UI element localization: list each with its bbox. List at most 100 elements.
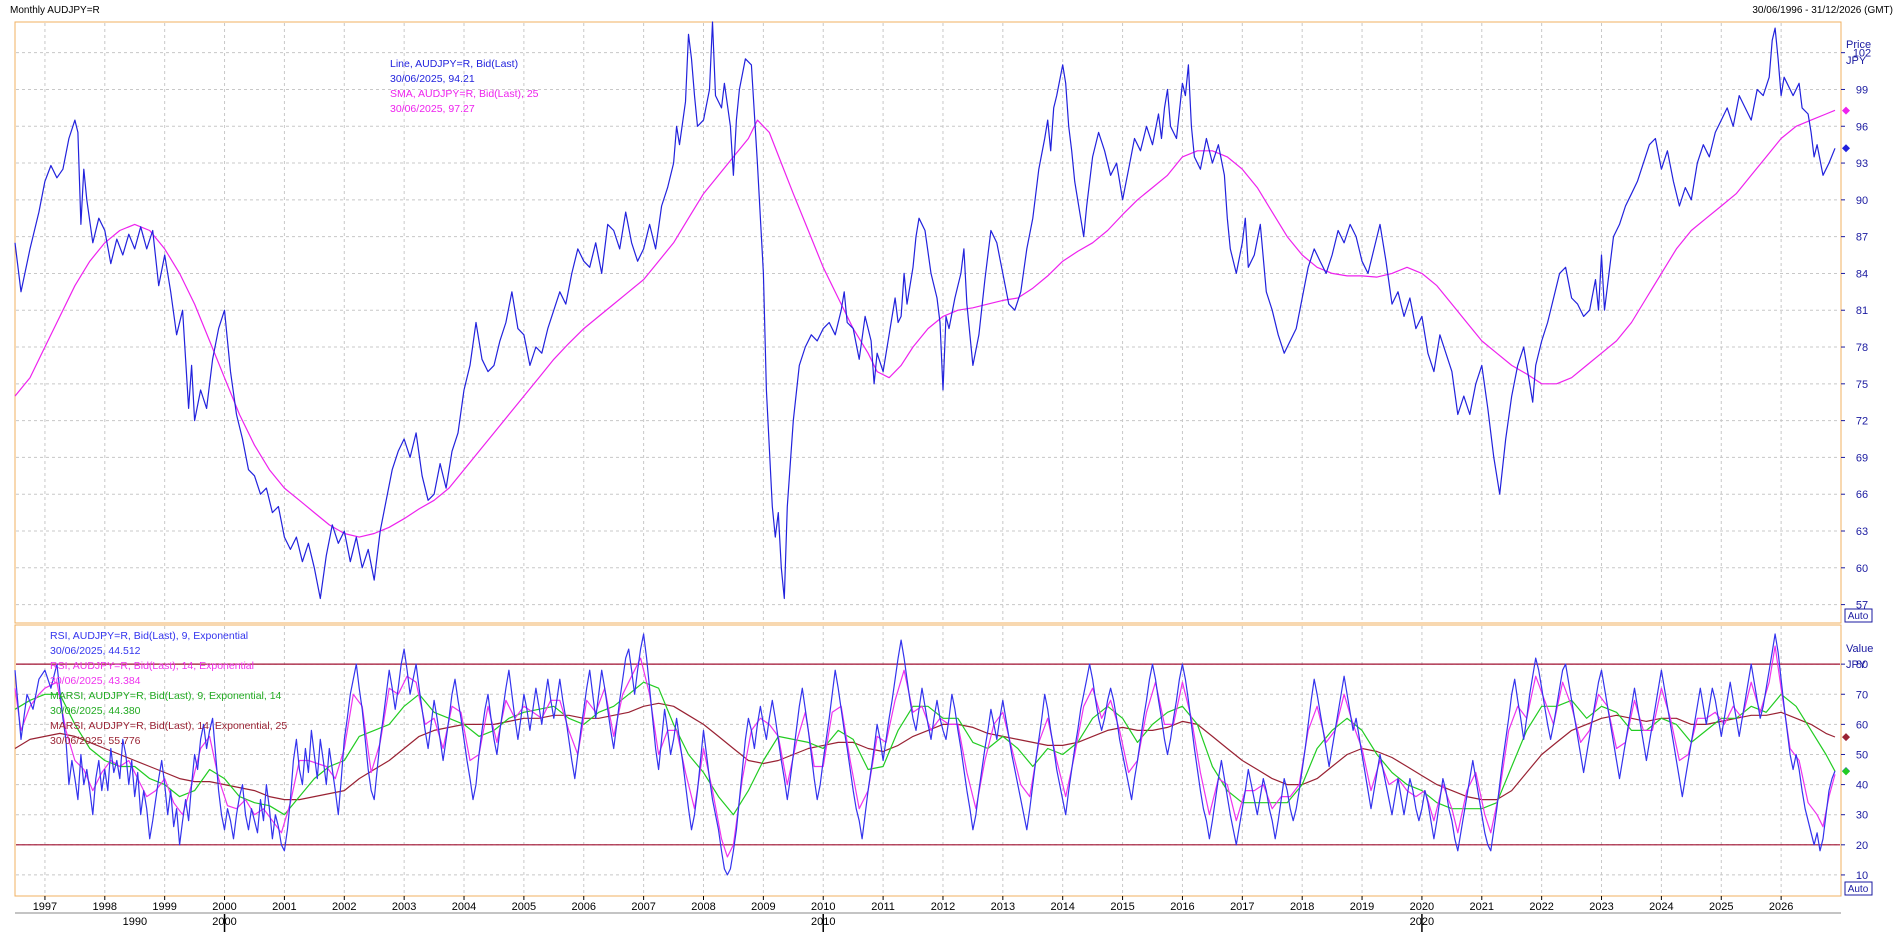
rsi-legend-marsi9-label: MARSI, AUDJPY=R, Bid(Last), 9, Exponenti… — [50, 690, 282, 702]
time-axis: 1997 1998 1999 2000 2001 2002 2003 2004 2005 2006… — [15, 896, 1841, 932]
rsi-tick-label: 60 — [1856, 719, 1868, 731]
year-tick-label: 2022 — [1529, 901, 1553, 913]
year-tick-label: 2006 — [572, 901, 596, 913]
price-tick-label: 66 — [1856, 489, 1868, 501]
sma-series-line — [14, 109, 1836, 538]
rsi-tick-label: 20 — [1856, 840, 1868, 852]
rsi-tick-label: 40 — [1856, 780, 1868, 792]
rsi-legend-rsi14-label: RSI, AUDJPY=R, Bid(Last), 14, Exponentia… — [50, 660, 254, 672]
price-tick-label: 75 — [1856, 379, 1868, 391]
price-last-value-marker — [1842, 106, 1850, 115]
rsi-tick-label: 80 — [1856, 659, 1868, 671]
year-tick-label: 1997 — [33, 901, 57, 913]
rsi-auto-label: Auto — [1848, 884, 1869, 895]
rsi-legend-marsi9-value: 30/06/2025, 44.380 — [50, 705, 141, 717]
rsi-tick-label: 30 — [1856, 810, 1868, 822]
price-tick-label: 90 — [1856, 195, 1868, 207]
price-tick-label: 84 — [1856, 268, 1868, 280]
year-tick-label: 2005 — [512, 901, 536, 913]
year-tick-label: 2024 — [1649, 901, 1673, 913]
year-tick-label: 2025 — [1709, 901, 1733, 913]
price-tick-label: 60 — [1856, 563, 1868, 575]
year-tick-label: 2019 — [1350, 901, 1374, 913]
rsi-tick-label: 70 — [1856, 689, 1868, 701]
price-legend: Line, AUDJPY=R, Bid(Last) 30/06/2025, 94… — [390, 58, 539, 115]
price-axis: Price JPY 576063666972757881848790939699… — [1841, 39, 1873, 623]
price-tick-label: 96 — [1856, 121, 1868, 133]
year-tick-label: 2017 — [1230, 901, 1254, 913]
rsi-legend-rsi14-value: 30/06/2025, 43.384 — [50, 675, 141, 687]
year-tick-label: 1999 — [152, 901, 176, 913]
price-auto-button[interactable] — [1844, 608, 1873, 623]
year-tick-label: 2001 — [272, 901, 296, 913]
price-tick-label: 93 — [1856, 158, 1868, 170]
year-tick-label: 2013 — [991, 901, 1015, 913]
price-panel-frame — [14, 21, 1842, 624]
rsi-panel-frame — [14, 624, 1842, 897]
rsi-auto-button[interactable] — [1844, 881, 1873, 896]
price-tick-label: 69 — [1856, 452, 1868, 464]
year-tick-label: 2023 — [1589, 901, 1613, 913]
year-tick-label: 2010 — [811, 901, 835, 913]
price-series-line — [14, 21, 1836, 600]
year-tick-label: 2003 — [392, 901, 416, 913]
marsi14-series-line — [14, 702, 1836, 801]
decade-label: 2010 — [811, 916, 835, 928]
year-tick-label: 2012 — [931, 901, 955, 913]
decade-label: 2020 — [1410, 916, 1434, 928]
price-plot-area[interactable] — [14, 21, 1836, 600]
chart-date-range: 30/06/1996 - 31/12/2026 (GMT) — [1752, 5, 1893, 16]
year-tick-label: 2026 — [1769, 901, 1793, 913]
price-legend-sma-value: 30/06/2025, 97.27 — [390, 103, 475, 115]
price-tick-label: 81 — [1856, 305, 1868, 317]
year-tick-label: 2002 — [332, 901, 356, 913]
price-tick-label: 72 — [1856, 416, 1868, 428]
rsi-axis: Value JPY 10 20 30 40 50 60 70 80 Auto — [1841, 643, 1873, 896]
rsi-legend-rsi9-label: RSI, AUDJPY=R, Bid(Last), 9, Exponential — [50, 630, 248, 642]
year-tick-label: 2021 — [1470, 901, 1494, 913]
price-tick-label: 63 — [1856, 526, 1868, 538]
price-auto-label: Auto — [1848, 611, 1869, 622]
chart-title: Monthly AUDJPY=R — [10, 5, 100, 16]
year-tick-label: 2020 — [1410, 901, 1434, 913]
price-tick-label: 102 — [1853, 48, 1871, 60]
price-grid — [16, 23, 1840, 622]
price-tick-label: 87 — [1856, 232, 1868, 244]
year-tick-label: 1998 — [93, 901, 117, 913]
rsi-last-value-marker — [1842, 733, 1850, 742]
rsi-legend-marsi14-label: MARSI, AUDJPY=R, Bid(Last), 14, Exponent… — [50, 720, 287, 732]
marsi9-series-line — [14, 681, 1836, 816]
price-legend-line-value: 30/06/2025, 94.21 — [390, 73, 475, 85]
rsi9-series-line — [14, 633, 1836, 876]
decade-label: 1990 — [123, 916, 147, 928]
rsi14-series-line — [14, 645, 1836, 858]
rsi-legend-marsi14-value: 30/06/2025, 55.776 — [50, 735, 141, 747]
rsi-tick-label: 50 — [1856, 749, 1868, 761]
price-last-value-marker — [1842, 144, 1850, 153]
price-axis-title: Price — [1846, 39, 1871, 51]
price-tick-label: 78 — [1856, 342, 1868, 354]
rsi-legend: RSI, AUDJPY=R, Bid(Last), 9, Exponential… — [50, 630, 287, 747]
year-tick-label: 2016 — [1170, 901, 1194, 913]
rsi-plot-area[interactable] — [14, 633, 1836, 876]
year-tick-label: 2009 — [751, 901, 775, 913]
price-legend-sma-label: SMA, AUDJPY=R, Bid(Last), 25 — [390, 88, 539, 100]
year-tick-label: 2014 — [1050, 901, 1074, 913]
decade-label: 2000 — [212, 916, 236, 928]
rsi-axis-unit: JPY — [1846, 659, 1867, 671]
year-tick-label: 2015 — [1110, 901, 1134, 913]
price-legend-line-label: Line, AUDJPY=R, Bid(Last) — [390, 58, 518, 70]
year-tick-label: 2008 — [691, 901, 715, 913]
year-tick-label: 2011 — [871, 901, 895, 913]
price-tick-label: 99 — [1856, 84, 1868, 96]
year-tick-label: 2000 — [212, 901, 236, 913]
rsi-legend-rsi9-value: 30/06/2025, 44.512 — [50, 645, 141, 657]
year-tick-label: 2007 — [631, 901, 655, 913]
rsi-axis-title: Value — [1846, 643, 1873, 655]
year-tick-label: 2004 — [452, 901, 476, 913]
price-axis-unit: JPY — [1846, 55, 1867, 67]
rsi-last-value-marker — [1842, 767, 1850, 776]
rsi-tick-label: 10 — [1856, 870, 1868, 882]
year-tick-label: 2018 — [1290, 901, 1314, 913]
